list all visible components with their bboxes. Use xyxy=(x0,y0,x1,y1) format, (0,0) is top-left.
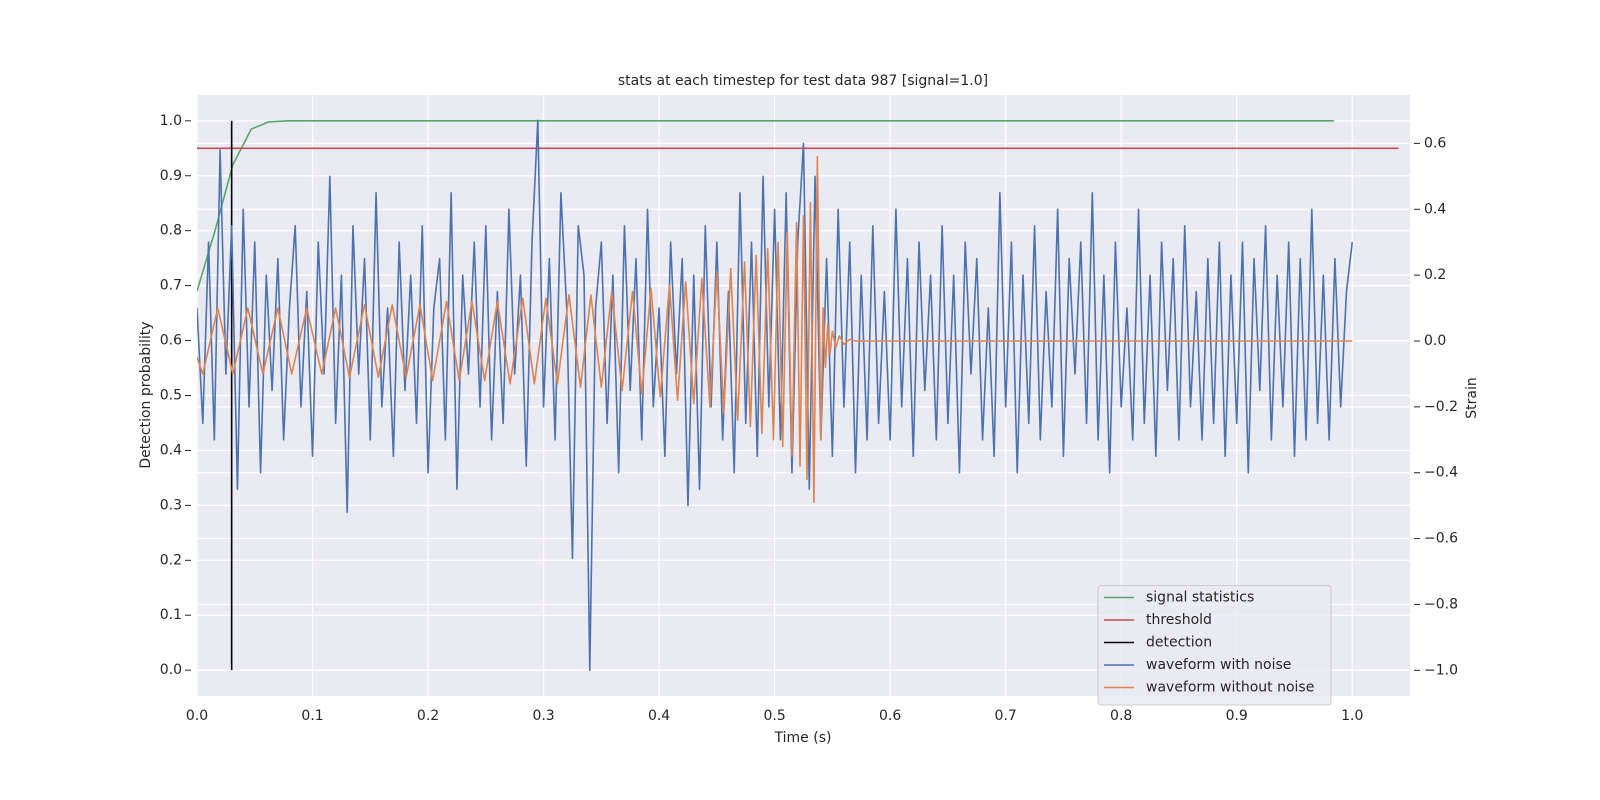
ticks: 0.0 0.1 0.2 0.3 0.4 0.5 0.6 0.7 0.8 0.9 1.0 0.0 0.1 0… xyxy=(160,113,1458,724)
legend-box xyxy=(1097,585,1332,706)
x-tick-label: 0.9 xyxy=(1226,708,1248,724)
x-tick-label: 0.3 xyxy=(532,708,554,724)
y2-tick-label: 0.2 xyxy=(1424,267,1446,283)
x-tick-label: 0.6 xyxy=(879,708,901,724)
x-tick-label: 0.7 xyxy=(995,708,1017,724)
y2-tick-label: −0.8 xyxy=(1424,596,1458,612)
y-tick-label: 0.0 xyxy=(160,662,182,678)
y-tick-label: 0.4 xyxy=(160,442,182,458)
y-tick-label: 0.5 xyxy=(160,388,182,404)
y-tick-label: 0.3 xyxy=(160,497,182,513)
y-tick-label: 1.0 xyxy=(160,113,182,129)
y-tick-label: 0.2 xyxy=(160,552,182,568)
y-tick-label: 0.7 xyxy=(160,278,182,294)
y2-tick-label: −1.0 xyxy=(1424,662,1458,678)
lines xyxy=(197,119,1399,672)
x-axis-label: Time (s) xyxy=(774,730,832,746)
x-tick-label: 0.0 xyxy=(186,708,208,724)
chart-title: stats at each timestep for test data 987… xyxy=(618,73,988,89)
legend-label: signal statistics xyxy=(1146,590,1254,606)
x-tick-label: 0.1 xyxy=(301,708,323,724)
y2-tick-label: −0.6 xyxy=(1424,531,1458,547)
y2-axis-label: Strain xyxy=(1464,377,1480,418)
x-tick-label: 1.0 xyxy=(1341,708,1363,724)
y-tick-label: 0.9 xyxy=(160,168,182,184)
x-tick-label: 0.4 xyxy=(648,708,670,724)
y-tick-label: 0.1 xyxy=(160,607,182,623)
legend-label: waveform with noise xyxy=(1146,657,1291,673)
legend-label: threshold xyxy=(1146,612,1212,628)
y2-tick-label: −0.2 xyxy=(1424,399,1458,415)
series-line xyxy=(197,120,1334,292)
legend-label: waveform without noise xyxy=(1146,680,1314,696)
y-tick-label: 0.8 xyxy=(160,223,182,239)
y-axis-label: Detection probability xyxy=(138,321,154,468)
x-tick-label: 0.2 xyxy=(417,708,439,724)
legend: signal statistics threshold detection wavef… xyxy=(1097,585,1332,706)
series-line xyxy=(197,119,1354,672)
y2-tick-label: 0.4 xyxy=(1424,201,1446,217)
y2-tick-label: 0.0 xyxy=(1424,333,1446,349)
legend-label: detection xyxy=(1146,635,1212,651)
x-tick-label: 0.8 xyxy=(1110,708,1132,724)
series-line xyxy=(197,155,1353,504)
y2-tick-label: 0.6 xyxy=(1424,135,1446,151)
y2-tick-label: −0.4 xyxy=(1424,465,1458,481)
x-tick-label: 0.5 xyxy=(763,708,785,724)
y-tick-label: 0.6 xyxy=(160,333,182,349)
